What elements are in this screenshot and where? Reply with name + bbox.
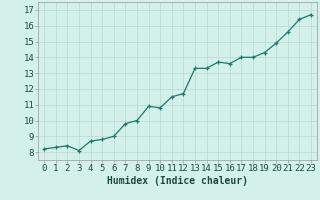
X-axis label: Humidex (Indice chaleur): Humidex (Indice chaleur) — [107, 176, 248, 186]
